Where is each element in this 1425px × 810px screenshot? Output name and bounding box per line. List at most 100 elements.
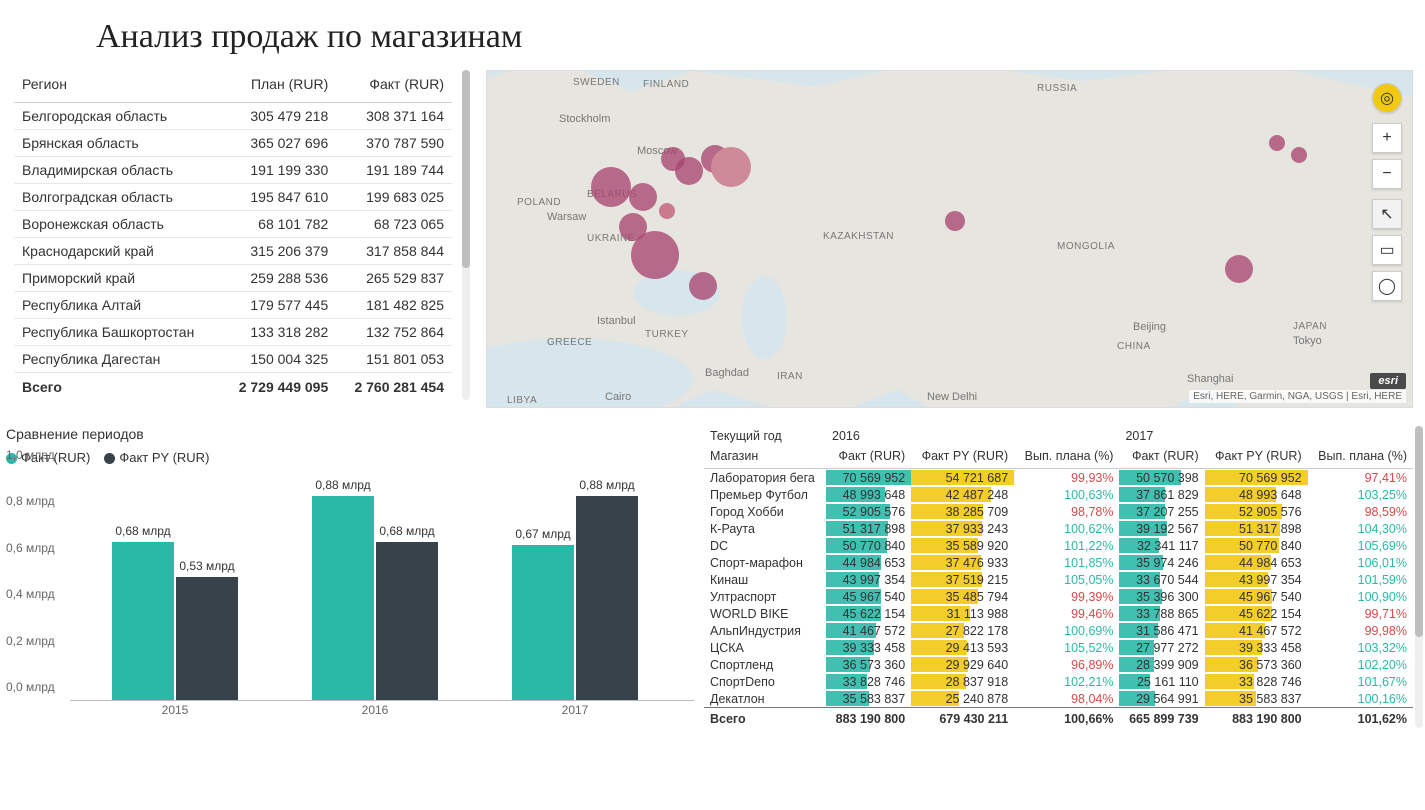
store-col-header[interactable]: Магазин (704, 446, 826, 469)
pointer-tool-icon[interactable]: ↖ (1372, 199, 1402, 229)
bar-fact-py[interactable]: 0,53 млрд (176, 577, 238, 700)
map-bubble[interactable] (945, 211, 965, 231)
store-row[interactable]: WORLD BIKE45 622 15431 113 98899,46%33 7… (704, 605, 1413, 622)
bar-fact[interactable]: 0,67 млрд (512, 545, 574, 700)
map-visual[interactable]: ◎ + − ↖ ▭ ◯ esri Esri, HERE, Garmin, NGA… (486, 70, 1413, 408)
region-row[interactable]: Республика Дагестан150 004 325151 801 05… (14, 346, 452, 373)
store-row[interactable]: Город Хобби52 905 57638 285 70998,78%37 … (704, 503, 1413, 520)
region-row[interactable]: Воронежская область68 101 78268 723 065 (14, 211, 452, 238)
y-tick-label: 0,4 млрд (6, 587, 55, 601)
store-name: Премьер Футбол (704, 486, 826, 503)
lasso-select-icon[interactable]: ◯ (1372, 271, 1402, 301)
plan-col-header[interactable]: План (RUR) (221, 70, 337, 103)
metric-cell: 39 192 567 (1119, 520, 1204, 537)
region-row[interactable]: Белгородская область305 479 218308 371 1… (14, 103, 452, 130)
metric-cell: 38 285 709 (911, 503, 1014, 520)
bar-fact[interactable]: 0,88 млрд (312, 496, 374, 700)
metric-cell: 52 905 576 (826, 503, 911, 520)
bar-fact-py[interactable]: 0,88 млрд (576, 496, 638, 700)
store-row[interactable]: ЦСКА39 333 45829 413 593105,52%27 977 27… (704, 639, 1413, 656)
map-pin-icon[interactable]: ◎ (1372, 83, 1402, 113)
pct-cell: 99,71% (1308, 605, 1413, 622)
store-name: DC (704, 537, 826, 554)
year-header[interactable]: 2016 (826, 426, 1119, 446)
pct-cell: 105,52% (1014, 639, 1119, 656)
region-row[interactable]: Брянская область365 027 696370 787 590 (14, 130, 452, 157)
rect-select-icon[interactable]: ▭ (1372, 235, 1402, 265)
store-row[interactable]: Ултраспорт45 967 54035 485 79499,39%35 3… (704, 588, 1413, 605)
metric-cell: 33 788 865 (1119, 605, 1204, 622)
map-bubble[interactable] (675, 157, 703, 185)
store-row[interactable]: Лаборатория бега70 569 95254 721 68799,9… (704, 469, 1413, 487)
bar-fact[interactable]: 0,68 млрд (112, 542, 174, 700)
map-bubble[interactable] (711, 147, 751, 187)
metric-cell: 54 721 687 (911, 469, 1014, 487)
bar-chart-area[interactable]: 0,0 млрд0,2 млрд0,4 млрд0,6 млрд0,8 млрд… (6, 469, 694, 721)
region-row[interactable]: Владимирская область191 199 330191 189 7… (14, 157, 452, 184)
pct-cell: 101,67% (1308, 673, 1413, 690)
zoom-in-button[interactable]: + (1372, 123, 1402, 153)
region-table: РегионПлан (RUR)Факт (RUR)Белгородская о… (14, 70, 452, 400)
y-tick-label: 0,0 млрд (6, 680, 55, 694)
store-row[interactable]: Спортленд36 573 36029 929 64096,89%28 39… (704, 656, 1413, 673)
map-bubble[interactable] (629, 183, 657, 211)
map-bubble[interactable] (631, 231, 679, 279)
metric-cell: 48 993 648 (1205, 486, 1308, 503)
region-row[interactable]: Республика Башкортостан133 318 282132 75… (14, 319, 452, 346)
map-bubble[interactable] (659, 203, 675, 219)
pct-cell: 101,59% (1308, 571, 1413, 588)
store-name: Декатлон (704, 690, 826, 708)
region-scrollbar[interactable] (462, 70, 470, 400)
store-row[interactable]: DC50 770 84035 589 920101,22%32 341 1175… (704, 537, 1413, 554)
metric-cell: 33 670 544 (1119, 571, 1204, 588)
region-row[interactable]: Приморский край259 288 536265 529 837 (14, 265, 452, 292)
metric-cell: 32 341 117 (1119, 537, 1204, 554)
metric-cell: 36 573 360 (826, 656, 911, 673)
pct-cell: 101,85% (1014, 554, 1119, 571)
metric-col-header[interactable]: Факт (RUR) (826, 446, 911, 469)
region-row[interactable]: Республика Алтай179 577 445181 482 825 (14, 292, 452, 319)
x-axis-label: 2017 (490, 703, 660, 717)
map-label: Cairo (605, 391, 631, 403)
store-row[interactable]: Кинаш43 997 35437 519 215105,05%33 670 5… (704, 571, 1413, 588)
legend-item[interactable]: Факт PY (RUR) (104, 450, 209, 465)
year-header[interactable]: 2017 (1119, 426, 1413, 446)
store-row[interactable]: Премьер Футбол48 993 64842 487 248100,63… (704, 486, 1413, 503)
metric-col-header[interactable]: Факт PY (RUR) (911, 446, 1014, 469)
map-bubble[interactable] (1269, 135, 1285, 151)
pct-cell: 106,01% (1308, 554, 1413, 571)
map-bubble[interactable] (689, 272, 717, 300)
region-row[interactable]: Волгоградская область195 847 610199 683 … (14, 184, 452, 211)
region-col-header[interactable]: Регион (14, 70, 221, 103)
pct-cell: 104,30% (1308, 520, 1413, 537)
store-row[interactable]: Декатлон35 583 83725 240 87898,04%29 564… (704, 690, 1413, 708)
map-bubble[interactable] (1291, 147, 1307, 163)
store-row[interactable]: СпортDепо33 828 74628 837 918102,21%25 1… (704, 673, 1413, 690)
store-row[interactable]: Спорт-марафон44 984 65337 476 933101,85%… (704, 554, 1413, 571)
metric-cell: 50 770 840 (1205, 537, 1308, 554)
map-bubble[interactable] (1225, 255, 1253, 283)
metric-cell: 41 467 572 (1205, 622, 1308, 639)
metric-cell: 43 997 354 (826, 571, 911, 588)
region-total-row: Всего2 729 449 0952 760 281 454 (14, 373, 452, 401)
store-total-row: Всего883 190 800679 430 211100,66%665 89… (704, 708, 1413, 728)
metric-col-header[interactable]: Факт PY (RUR) (1205, 446, 1308, 469)
year-scrollbar[interactable] (1415, 426, 1423, 728)
pct-cell: 98,04% (1014, 690, 1119, 708)
map-label: TURKEY (645, 329, 689, 340)
region-row[interactable]: Краснодарский край315 206 379317 858 844 (14, 238, 452, 265)
map-label: LIBYA (507, 395, 537, 406)
metric-col-header[interactable]: Вып. плана (%) (1308, 446, 1413, 469)
map-bubble[interactable] (591, 167, 631, 207)
fact-col-header[interactable]: Факт (RUR) (336, 70, 452, 103)
bar-fact-py[interactable]: 0,68 млрд (376, 542, 438, 700)
map-label: Baghdad (705, 367, 749, 379)
metric-cell: 51 317 898 (826, 520, 911, 537)
store-row[interactable]: АльпИндустрия41 467 57227 822 178100,69%… (704, 622, 1413, 639)
store-row[interactable]: К-Раута51 317 89837 933 243100,62%39 192… (704, 520, 1413, 537)
metric-col-header[interactable]: Вып. плана (%) (1014, 446, 1119, 469)
metric-col-header[interactable]: Факт (RUR) (1119, 446, 1204, 469)
pct-cell: 100,62% (1014, 520, 1119, 537)
metric-cell: 33 828 746 (826, 673, 911, 690)
zoom-out-button[interactable]: − (1372, 159, 1402, 189)
